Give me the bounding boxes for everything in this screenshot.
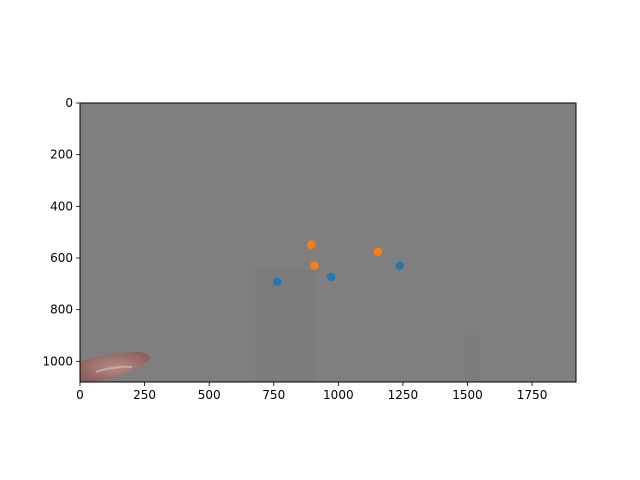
x-tick-label: 750 <box>262 388 285 402</box>
x-tick-label: 1250 <box>388 388 419 402</box>
hand-highlight <box>95 365 133 373</box>
x-tick-label: 1000 <box>323 388 354 402</box>
y-tick-label: 400 <box>50 199 73 213</box>
scatter-point-series-1 <box>395 261 405 270</box>
x-axis: 0 250 500 750 1000 1250 1500 1750 <box>76 382 547 402</box>
x-tick-label: 0 <box>76 388 84 402</box>
y-tick-label: 200 <box>50 148 73 162</box>
y-tick-label: 0 <box>65 96 73 110</box>
scatter-point-series-2 <box>307 240 316 250</box>
x-tick-label: 1750 <box>517 388 548 402</box>
plot-frame <box>79 102 577 383</box>
x-tick-label: 500 <box>198 388 221 402</box>
scatter-point-series-2 <box>310 261 319 270</box>
y-tick-label: 600 <box>50 251 73 265</box>
scatter-point-series-2 <box>373 247 383 256</box>
background-image <box>80 103 576 382</box>
x-tick-label: 1500 <box>452 388 483 402</box>
scatter-point-series-1 <box>326 272 336 282</box>
y-tick-label: 1000 <box>42 354 73 368</box>
x-tick-label: 250 <box>133 388 156 402</box>
background-shadow <box>255 270 315 382</box>
scatter-points <box>272 240 405 286</box>
plot-area <box>79 102 577 383</box>
scatter-point-series-1 <box>272 277 282 286</box>
background-shadow <box>465 335 480 382</box>
y-tick-label: 800 <box>50 303 73 317</box>
y-axis: 0 200 400 600 800 1000 <box>42 96 80 368</box>
